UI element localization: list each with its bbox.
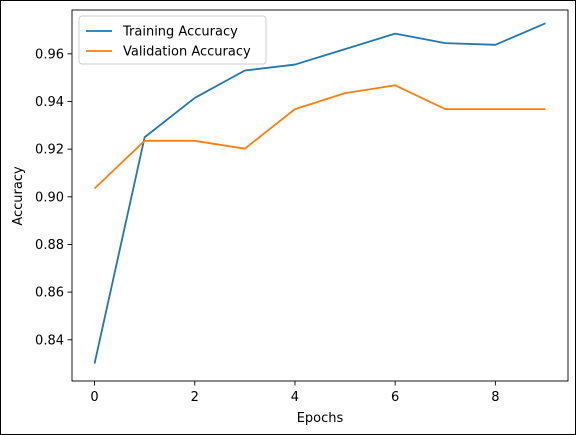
y-tick-label: 0.92: [35, 143, 64, 158]
x-tick-label: 8: [491, 390, 499, 405]
plot-area: [71, 9, 569, 382]
x-tick-label: 4: [291, 390, 299, 405]
legend-entry-label: Training Accuracy: [122, 25, 238, 40]
legend: Training Accuracy Validation Accuracy: [78, 15, 267, 65]
legend-entry-label: Validation Accuracy: [123, 45, 251, 60]
y-tick-label: 0.86: [35, 286, 64, 301]
y-tick-label: 0.94: [35, 95, 64, 110]
x-tick-label: 6: [391, 390, 399, 405]
x-tick-label: 0: [90, 390, 98, 405]
series-layer: [93, 22, 546, 364]
series-line-1: [93, 84, 546, 190]
y-tick-label: 0.88: [35, 238, 64, 253]
x-axis-ticks: 0 2 4 6 8: [90, 381, 499, 405]
y-axis-label: Accuracy: [11, 166, 26, 226]
series-line-0: [93, 22, 546, 364]
x-tick-label: 2: [191, 390, 199, 405]
legend-box: [78, 15, 267, 65]
y-tick-label: 0.96: [35, 47, 64, 62]
y-tick-label: 0.90: [35, 190, 64, 205]
y-axis-ticks: 0.84 0.86 0.88 0.90 0.92 0.94 0.96: [35, 47, 72, 348]
x-axis-label: Epochs: [297, 411, 344, 426]
y-tick-label: 0.84: [35, 333, 64, 348]
